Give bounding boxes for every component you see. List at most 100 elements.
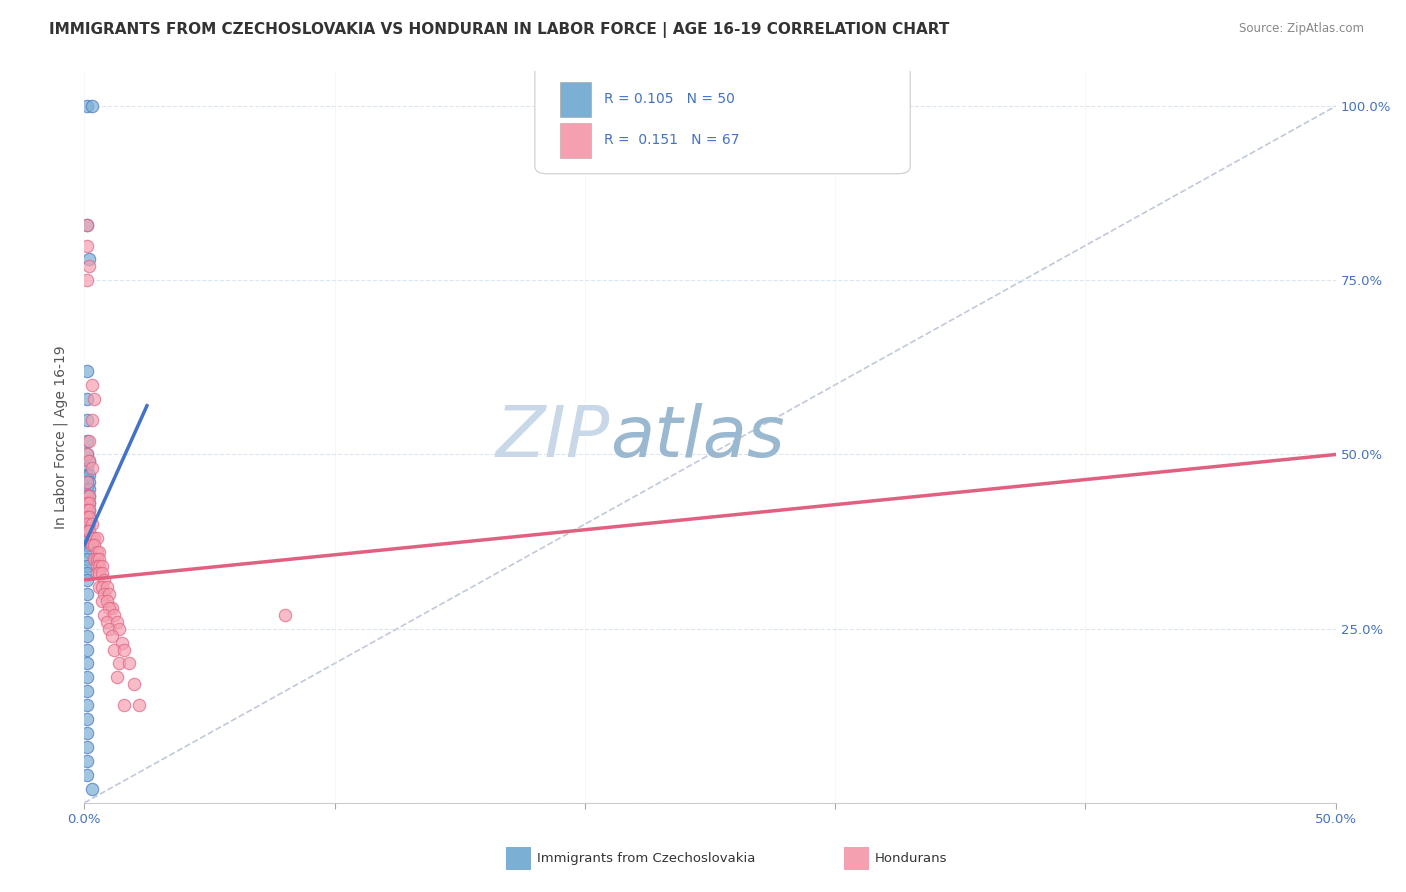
Point (80, 531, 103, 545)
Point (76, 712, 98, 726)
Point (76, 496, 98, 510)
Point (118, 657, 141, 671)
Text: R = 0.105   N = 50: R = 0.105 N = 50 (603, 92, 734, 106)
FancyBboxPatch shape (534, 64, 910, 174)
Point (89, 552, 111, 566)
Point (80, 517, 103, 532)
Point (98, 600, 121, 615)
Point (79, 496, 101, 510)
Point (79, 503, 101, 517)
Point (76, 475, 98, 490)
Point (76, 615, 98, 629)
Point (79, 260, 101, 274)
Point (79, 454, 101, 468)
Point (76, 740, 98, 755)
Point (79, 503, 101, 517)
Point (79, 434, 101, 448)
Point (112, 642, 135, 657)
Point (76, 524, 98, 538)
Point (76, 392, 98, 406)
Point (79, 468, 101, 483)
Point (93, 587, 115, 601)
Point (76, 517, 98, 532)
Point (76, 573, 98, 587)
Point (89, 545, 111, 559)
Point (80, 377, 103, 392)
Point (76, 517, 98, 532)
Point (76, 483, 98, 497)
Text: ZIP: ZIP (495, 402, 610, 472)
Point (103, 642, 125, 657)
Point (76, 524, 98, 538)
Point (89, 580, 111, 594)
Point (108, 622, 131, 636)
Point (101, 600, 124, 615)
Point (86, 552, 108, 566)
Point (76, 642, 98, 657)
Text: R =  0.151   N = 67: R = 0.151 N = 67 (603, 133, 740, 147)
Point (76, 496, 98, 510)
Point (105, 615, 128, 629)
Point (79, 517, 101, 532)
Point (96, 594, 118, 608)
Point (76, 468, 98, 483)
Point (80, 461, 103, 475)
Point (90, 594, 112, 608)
Point (76, 218, 98, 232)
Point (86, 566, 108, 580)
Point (79, 483, 101, 497)
Point (83, 552, 105, 566)
Text: IMMIGRANTS FROM CZECHOSLOVAKIA VS HONDURAN IN LABOR FORCE | AGE 16-19 CORRELATIO: IMMIGRANTS FROM CZECHOSLOVAKIA VS HONDUR… (49, 22, 949, 38)
Point (79, 496, 101, 510)
Point (76, 434, 98, 448)
Point (80, 412, 103, 426)
Point (76, 558, 98, 573)
Point (76, 538, 98, 552)
Point (128, 698, 150, 713)
Point (89, 558, 111, 573)
Point (90, 580, 112, 594)
Point (112, 698, 135, 713)
Point (76, 448, 98, 462)
Text: Source: ZipAtlas.com: Source: ZipAtlas.com (1239, 22, 1364, 36)
Text: atlas: atlas (610, 402, 785, 472)
Point (76, 552, 98, 566)
Point (76, 364, 98, 378)
Point (90, 558, 112, 573)
Point (111, 635, 134, 649)
Point (79, 454, 101, 468)
Y-axis label: In Labor Force | Age 16-19: In Labor Force | Age 16-19 (53, 345, 69, 529)
Text: Hondurans: Hondurans (875, 853, 948, 865)
Point (76, 218, 98, 232)
Point (76, 273, 98, 287)
Point (76, 475, 98, 490)
Point (79, 489, 101, 503)
Point (124, 677, 146, 691)
Point (79, 524, 101, 538)
Point (76, 768, 98, 782)
Point (80, 538, 103, 552)
Point (76, 489, 98, 503)
Bar (560, 122, 591, 158)
Point (89, 566, 111, 580)
Bar (560, 81, 591, 117)
Point (76, 754, 98, 768)
Point (79, 475, 101, 490)
Point (96, 580, 118, 594)
Point (101, 629, 124, 643)
Point (76, 587, 98, 601)
Point (76, 412, 98, 426)
Text: Immigrants from Czechoslovakia: Immigrants from Czechoslovakia (537, 853, 755, 865)
Point (83, 538, 105, 552)
Point (93, 607, 115, 622)
Point (90, 566, 112, 580)
Point (79, 489, 101, 503)
Point (273, 607, 295, 622)
Point (80, 99, 103, 113)
Point (76, 698, 98, 713)
Point (76, 99, 98, 113)
Point (76, 629, 98, 643)
Point (86, 545, 108, 559)
Point (79, 252, 101, 267)
Point (76, 510, 98, 524)
